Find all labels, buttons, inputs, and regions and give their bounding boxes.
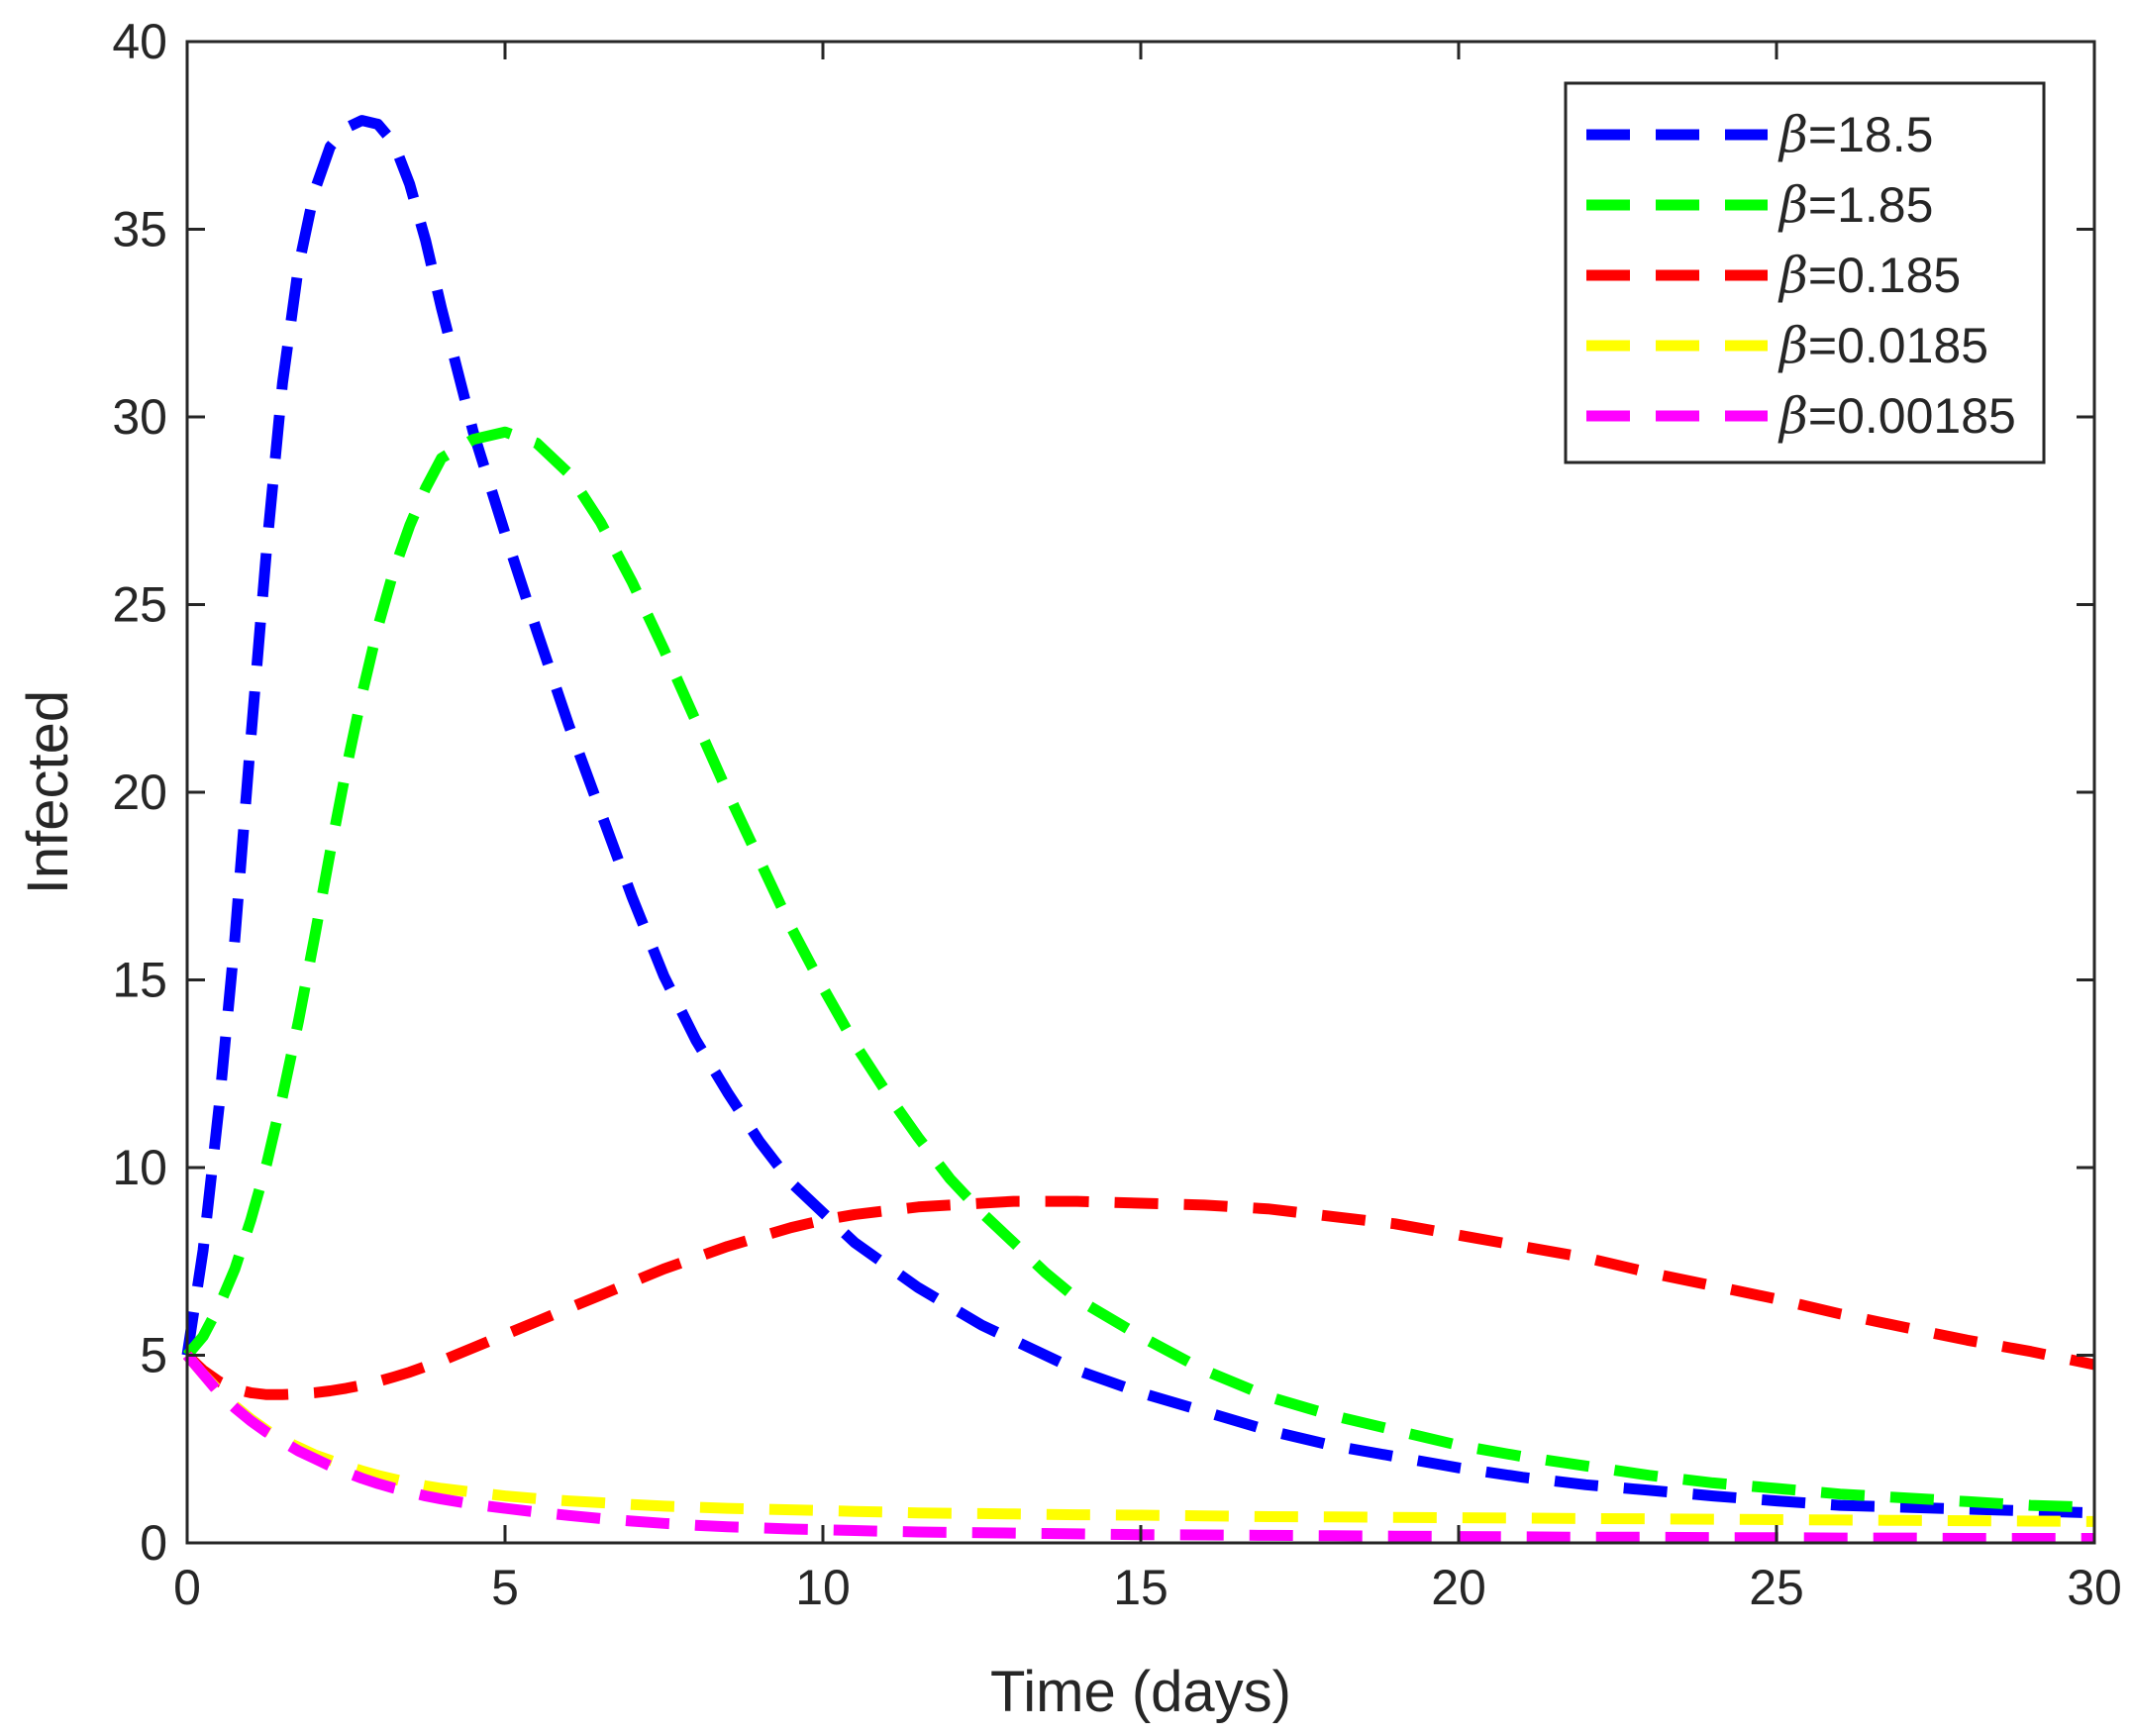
- legend-label-1: β=18.5: [1778, 106, 1933, 163]
- legend-label-4: β=0.0185: [1778, 317, 1988, 374]
- x-tick-label: 15: [1113, 1560, 1168, 1615]
- legend-beta-symbol: β: [1778, 106, 1808, 163]
- y-tick-label: 20: [112, 765, 167, 820]
- x-axis-label: Time (days): [990, 1660, 1291, 1724]
- legend-value: =1.85: [1808, 177, 1934, 233]
- legend-value: =18.5: [1808, 107, 1934, 162]
- legend-box: [1564, 81, 2046, 464]
- series-layer: [181, 115, 2096, 1544]
- y-tick-label: 30: [112, 389, 167, 445]
- y-tick-label: 15: [112, 953, 167, 1008]
- x-tick-label: 10: [795, 1560, 851, 1615]
- legend-value: =0.00185: [1808, 388, 2016, 444]
- legend-beta-symbol: β: [1778, 317, 1808, 374]
- axis-ticks: 0 5 10 15 20 25 30 0 5 10 15 20 25 30 35 40: [112, 14, 2121, 1615]
- legend-value: =0.185: [1808, 248, 1961, 303]
- legend-label-3: β=0.185: [1778, 247, 1961, 304]
- y-tick-label: 0: [140, 1515, 167, 1571]
- x-tick-label: 5: [491, 1560, 519, 1615]
- x-tick-label: 30: [2067, 1560, 2122, 1615]
- y-tick-label: 40: [112, 14, 167, 69]
- series-line-2: [182, 426, 2095, 1513]
- legend-beta-symbol: β: [1778, 387, 1808, 445]
- series-line-3: [183, 1195, 2096, 1400]
- legend-value: =0.0185: [1808, 318, 1988, 373]
- legend-label-5: β=0.00185: [1778, 387, 2016, 445]
- y-tick-label: 5: [140, 1328, 167, 1383]
- legend-label-2: β=1.85: [1778, 176, 1933, 234]
- y-tick-label: 35: [112, 202, 167, 257]
- legend-beta-symbol: β: [1778, 176, 1808, 234]
- y-tick-label: 25: [112, 577, 167, 633]
- x-tick-label: 25: [1749, 1560, 1804, 1615]
- legend-beta-symbol: β: [1778, 247, 1808, 304]
- x-tick-label: 20: [1431, 1560, 1486, 1615]
- y-axis-label: Infected: [16, 690, 80, 894]
- x-tick-label: 0: [173, 1560, 201, 1615]
- series-line-1: [181, 115, 2095, 1519]
- series-line-5: [182, 1351, 2094, 1544]
- y-tick-label: 10: [112, 1140, 167, 1195]
